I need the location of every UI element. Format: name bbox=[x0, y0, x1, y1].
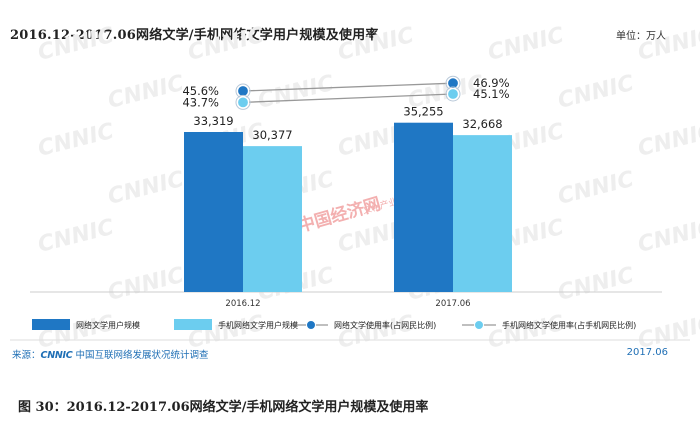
watermark-text: CNNIC bbox=[105, 71, 186, 114]
source-prefix: 来源： bbox=[12, 350, 41, 361]
source-line: 来源：CNNIC 中国互联网络发展状况统计调查 bbox=[12, 347, 208, 361]
unit-label: 单位：万人 bbox=[616, 31, 666, 42]
legend-label: 网络文学用户规模 bbox=[76, 320, 140, 330]
bar-value-label: 32,668 bbox=[462, 117, 502, 131]
rate-marker bbox=[446, 87, 460, 101]
x-tick-label: 2016.12 bbox=[225, 299, 260, 309]
watermark-text: CNNIC bbox=[255, 71, 336, 114]
watermark-text: CNNIC bbox=[485, 23, 566, 66]
rate-value-label: 43.7% bbox=[182, 95, 219, 109]
source-text: 中国互联网络发展状况统计调查 bbox=[75, 350, 209, 361]
legend: 网络文学用户规模 手机网络文学用户规模 网络文学使用率(占网民比例) 手机网络文学使用… bbox=[10, 319, 690, 341]
watermark-text: CNNIC bbox=[105, 263, 186, 306]
watermark-text: CNNIC bbox=[335, 23, 416, 66]
rate-line-web bbox=[242, 82, 454, 92]
rate-marker-ring bbox=[445, 86, 461, 102]
legend-swatch-marker bbox=[306, 320, 316, 330]
x-tick-label: 2017.06 bbox=[435, 299, 470, 309]
watermark-text: CNNIC bbox=[105, 167, 186, 210]
rate-line-mobile bbox=[242, 93, 454, 104]
bar-web-literature-2016.12 bbox=[184, 132, 243, 292]
watermark-text: CNNIC bbox=[635, 23, 700, 66]
legend-swatch-bar bbox=[174, 319, 212, 330]
chart-title: 2016.12-2017.06网络文学/手机网络文学用户规模及使用率 bbox=[10, 28, 379, 43]
legend-swatch-bar bbox=[32, 319, 70, 330]
watermark-text: CNNIC bbox=[35, 215, 116, 258]
bar-web-literature-2017.06 bbox=[394, 122, 453, 292]
legend-label: 手机网络文学使用率(占手机网民比例) bbox=[502, 320, 636, 330]
bar-mobile-literature-2016.12 bbox=[243, 146, 302, 292]
watermark-text: CNNIC bbox=[335, 311, 416, 354]
cnnic-logo: CNNIC bbox=[40, 350, 73, 361]
watermark-layer: CNNIC CNNIC CNNIC CNNIC CNNIC CNNIC CNNIC CNNIC… bbox=[35, 23, 700, 354]
rate-value-label: 46.9% bbox=[473, 76, 510, 90]
rate-marker bbox=[236, 84, 250, 98]
rate-value-label: 45.6% bbox=[182, 84, 219, 98]
plot-area: 33,319 35,255 30,377 32,668 2016.12 2017.06 45… bbox=[30, 75, 662, 309]
bar-value-label: 35,255 bbox=[403, 105, 443, 119]
rate-marker bbox=[236, 96, 250, 109]
bar-value-label: 30,377 bbox=[252, 128, 292, 142]
legend-label: 手机网络文学用户规模 bbox=[218, 320, 298, 330]
watermark-text: CNNIC bbox=[35, 119, 116, 162]
watermark-text: CNNIC bbox=[635, 119, 700, 162]
watermark-text: CNNIC bbox=[555, 71, 636, 114]
source-date: 2017.06 bbox=[626, 347, 668, 358]
watermark-text: CNNIC bbox=[485, 311, 566, 354]
bar-value-label: 33,319 bbox=[193, 114, 233, 128]
legend-label: 网络文学使用率(占网民比例) bbox=[334, 320, 436, 330]
rate-marker-ring bbox=[235, 94, 251, 110]
watermark-text: CNNIC bbox=[555, 167, 636, 210]
watermark-text: CNNIC bbox=[35, 23, 116, 66]
watermark-text: CNNIC bbox=[185, 23, 266, 66]
rate-value-label: 45.1% bbox=[473, 87, 510, 101]
watermark-text: CNNIC bbox=[635, 215, 700, 258]
legend-swatch-marker bbox=[474, 320, 484, 330]
bar-mobile-literature-2017.06 bbox=[453, 135, 512, 292]
watermark-text: CNNIC bbox=[555, 263, 636, 306]
figure-caption: 图 30：2016.12-2017.06网络文学/手机网络文学用户规模及使用率 bbox=[18, 400, 429, 415]
